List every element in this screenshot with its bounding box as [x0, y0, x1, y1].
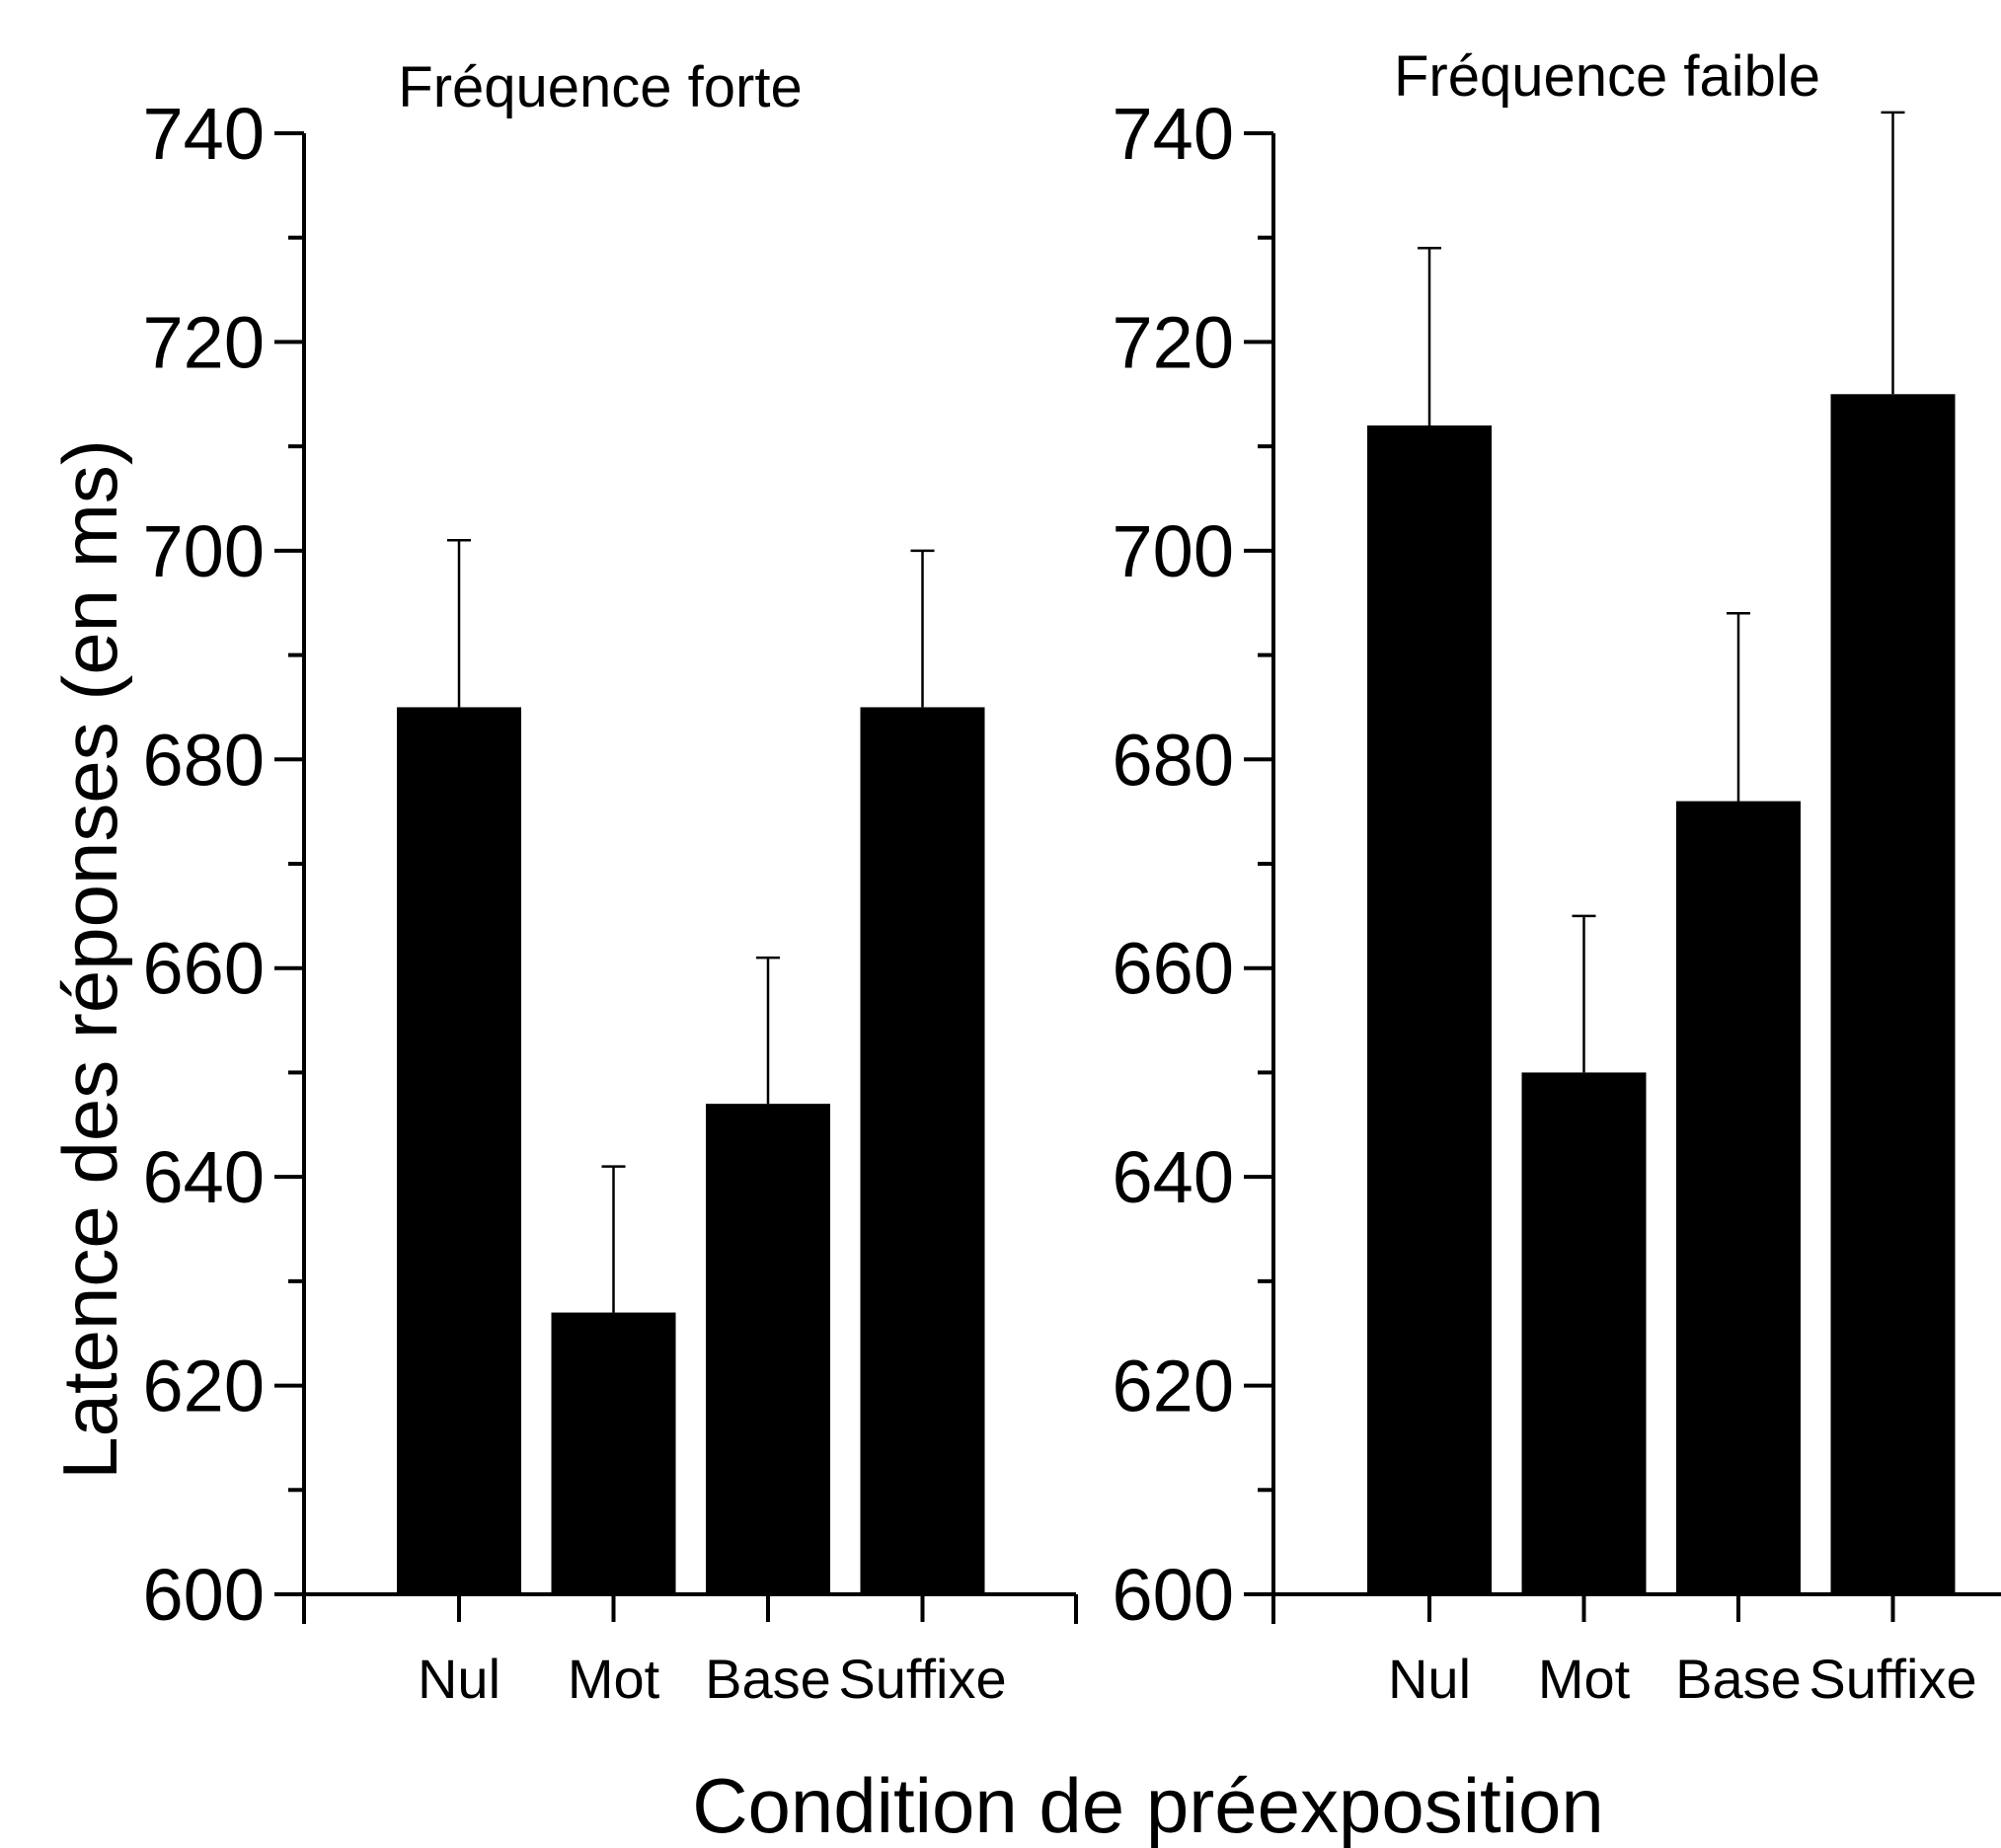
x-tick-label: Mot — [568, 1648, 660, 1710]
bar-mot — [551, 1312, 676, 1594]
y-axis-title: Latence des réponses (en ms) — [46, 439, 133, 1480]
y-tick-label: 600 — [143, 1554, 265, 1636]
bar-nul — [397, 707, 521, 1594]
x-tick-label: Nul — [1388, 1648, 1471, 1710]
y-tick-label: 620 — [143, 1346, 265, 1427]
y-tick-label: 640 — [143, 1136, 265, 1218]
y-tick-label: 620 — [1113, 1346, 1234, 1427]
y-tick-label: 740 — [1113, 93, 1234, 175]
y-tick-label: 740 — [143, 93, 265, 175]
y-tick-label: 720 — [143, 301, 265, 383]
x-tick-label: Mot — [1538, 1648, 1631, 1710]
x-tick-label: Suffixe — [1809, 1648, 1976, 1710]
bar-suffixe — [860, 707, 985, 1594]
y-tick-label: 700 — [1113, 510, 1234, 592]
bar-base — [1676, 801, 1801, 1594]
y-tick-label: 660 — [143, 928, 265, 1010]
y-tick-label: 680 — [1113, 719, 1234, 801]
y-tick-label: 640 — [1113, 1136, 1234, 1218]
x-axis-title: Condition de préexposition — [692, 1762, 1604, 1848]
x-tick-label: Base — [705, 1648, 831, 1710]
x-tick-label: Nul — [418, 1648, 500, 1710]
y-tick-label: 600 — [1113, 1554, 1234, 1636]
y-tick-label: 700 — [143, 510, 265, 592]
bar-base — [706, 1104, 830, 1594]
x-tick-label: Suffixe — [838, 1648, 1006, 1710]
y-tick-label: 720 — [1113, 301, 1234, 383]
bar-mot — [1521, 1072, 1647, 1594]
y-tick-label: 680 — [143, 719, 265, 801]
y-tick-label: 660 — [1113, 928, 1234, 1010]
panel-left: Fréquence forte Nul Mot Base Suffixe 600 620 64… — [143, 55, 1078, 1710]
panel-title: Fréquence forte — [398, 55, 802, 119]
panel-right: Fréquence faible Nul Mot Base Suffixe 600 620 6… — [1113, 44, 2001, 1710]
x-tick-label: Base — [1675, 1648, 1802, 1710]
bar-nul — [1367, 425, 1492, 1594]
bar-suffixe — [1830, 394, 1956, 1595]
panel-title: Fréquence faible — [1394, 44, 1820, 109]
